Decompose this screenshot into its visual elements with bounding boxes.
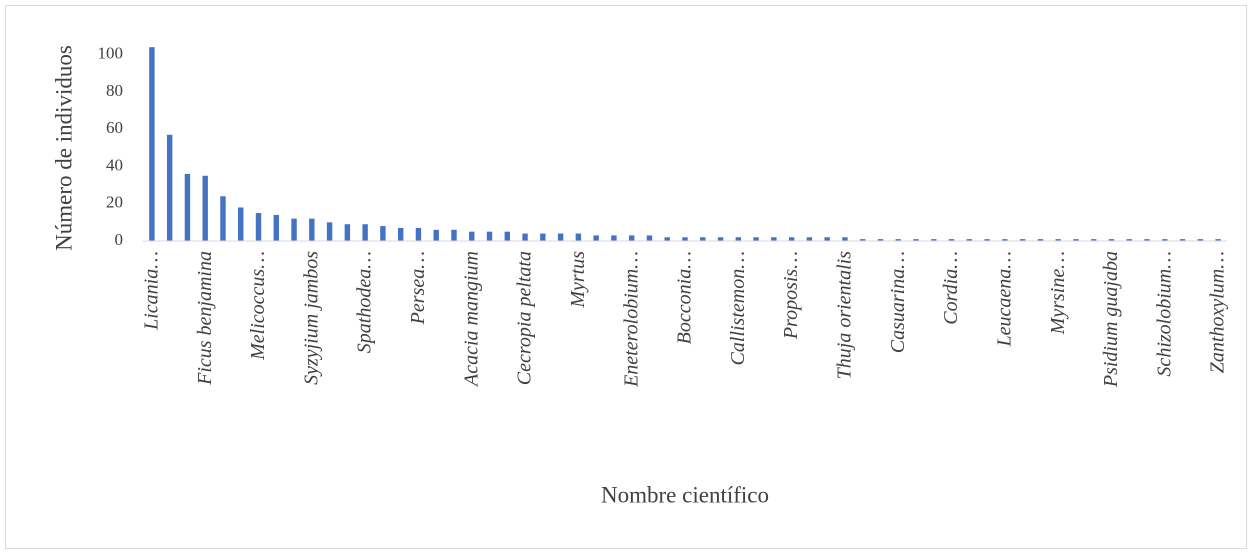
x-tick-label: Thuja orientalis	[834, 251, 856, 380]
bar	[486, 231, 493, 241]
bar	[824, 237, 830, 241]
bar	[646, 235, 653, 241]
x-tick-label: Bocconia…	[674, 251, 696, 344]
bar	[966, 239, 973, 241]
bar	[1091, 239, 1097, 241]
x-tick-label: Psidium guajaba	[1100, 251, 1122, 388]
bar	[309, 218, 315, 241]
bar	[362, 224, 368, 241]
x-tick-label: Proposis…	[780, 251, 802, 340]
bar	[1108, 239, 1115, 241]
bar	[1073, 239, 1079, 241]
bar	[273, 214, 279, 241]
x-tick-label: Myrtus	[567, 251, 589, 309]
x-tick-label: Ficus benjamina	[194, 251, 216, 386]
y-tick-label: 40	[106, 155, 123, 174]
x-tick-label: Licania…	[140, 251, 162, 331]
bar	[149, 47, 155, 241]
y-tick-label: 100	[98, 44, 124, 63]
bar	[1179, 239, 1186, 241]
bar	[575, 233, 582, 241]
bar	[415, 227, 422, 241]
bar	[469, 231, 475, 241]
x-tick-label: Cordia…	[940, 251, 962, 325]
y-tick-label: 20	[106, 193, 123, 212]
bar	[1215, 239, 1221, 241]
bar	[220, 196, 226, 241]
x-tick-label: Casuarina…	[887, 251, 909, 353]
x-tick-label: Acacia mangium	[460, 251, 482, 388]
bar	[1002, 239, 1008, 241]
bar	[753, 237, 759, 241]
bar	[611, 235, 617, 241]
bar	[1037, 239, 1044, 241]
bar	[380, 226, 386, 241]
bar	[842, 237, 848, 241]
bar	[557, 233, 564, 241]
bar	[504, 231, 510, 241]
bar	[717, 237, 724, 241]
bar	[593, 235, 599, 241]
x-tick-label: Zanthoxylum…	[1207, 251, 1229, 373]
bar	[700, 237, 706, 241]
bar	[255, 213, 262, 241]
bar	[451, 229, 457, 241]
x-tick-label: Eneterolobium…	[620, 251, 642, 388]
x-tick-label: Myrsine…	[1047, 251, 1069, 335]
x-tick-label: Melicoccus…	[247, 251, 269, 361]
x-tick-label: Syzyjium jambos	[300, 251, 322, 385]
bar	[664, 237, 670, 241]
bar	[735, 237, 742, 241]
chart-frame	[5, 5, 1247, 549]
bar	[202, 175, 208, 241]
x-axis-title: Nombre científico	[601, 482, 769, 507]
bar	[522, 233, 528, 241]
bar	[806, 237, 813, 241]
bar	[291, 218, 297, 241]
bar	[877, 239, 884, 241]
bar	[771, 237, 777, 241]
bar	[984, 239, 990, 241]
bar	[682, 237, 688, 241]
x-tick-label: Schizolobium…	[1153, 251, 1175, 377]
x-tick-label: Leucaena…	[993, 251, 1015, 348]
bar	[1055, 239, 1061, 241]
bar	[931, 239, 937, 241]
bar	[344, 224, 351, 241]
bar	[397, 227, 404, 241]
bar	[1126, 239, 1132, 241]
bar	[1144, 239, 1150, 241]
y-tick-label: 60	[106, 118, 123, 137]
bar	[860, 239, 866, 241]
bar	[913, 239, 919, 241]
bar	[1162, 239, 1168, 241]
x-tick-label: Cecropia peltata	[514, 251, 536, 385]
y-tick-label: 0	[115, 230, 124, 249]
y-tick-label: 80	[106, 81, 123, 100]
y-axis-title: Número de individuos	[51, 45, 76, 251]
bar	[1197, 239, 1204, 241]
x-tick-label: Spathodea…	[354, 251, 376, 353]
bar	[433, 229, 439, 241]
bar	[184, 173, 191, 241]
bar	[166, 134, 173, 241]
bar	[238, 207, 244, 241]
bar	[788, 237, 795, 241]
bar	[540, 233, 546, 241]
x-tick-label: Callistemon…	[727, 251, 749, 365]
x-tick-label: Persea…	[407, 251, 429, 325]
bar	[948, 239, 955, 241]
bar	[326, 222, 333, 241]
bar	[1019, 239, 1026, 241]
bar	[628, 235, 635, 241]
bar	[895, 239, 901, 241]
